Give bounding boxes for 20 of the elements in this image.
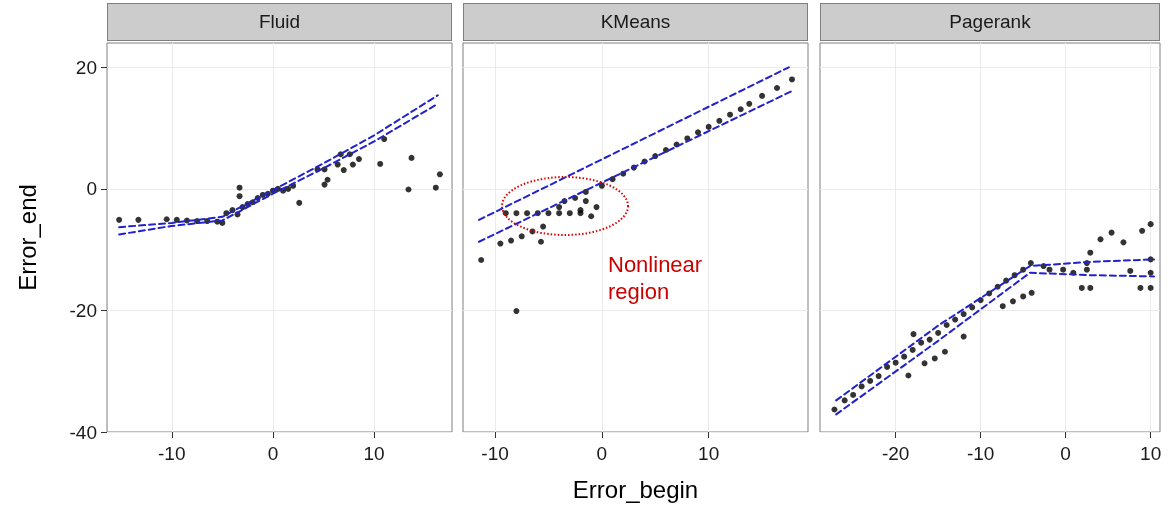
x-tick-label: 10	[363, 443, 385, 464]
x-tick-label: -10	[481, 443, 509, 464]
annotation: Nonlinear region	[608, 251, 704, 305]
x-tick-label: -10	[966, 443, 995, 464]
y-tick-label: -20	[69, 299, 97, 321]
chart-title: Pagerank	[820, 3, 1160, 41]
y-tick-label: 0	[86, 178, 97, 200]
x-tick-label: -20	[881, 443, 910, 464]
y-tick-label: -40	[69, 421, 97, 443]
y-tick-label: 20	[75, 56, 97, 78]
x-axis-title: Error_begin	[572, 475, 699, 503]
x-tick-label: 0	[596, 443, 608, 464]
y-axis-title: Error_end	[13, 184, 41, 291]
x-tick-label: -10	[158, 443, 186, 464]
x-tick-label: 0	[267, 443, 279, 464]
x-tick-label: 10	[1140, 443, 1162, 464]
x-tick-label: 0	[1060, 443, 1071, 464]
chart-title: Fluid	[107, 3, 452, 41]
chart-title: KMeans	[463, 3, 808, 41]
x-tick-label: 10	[698, 443, 720, 464]
